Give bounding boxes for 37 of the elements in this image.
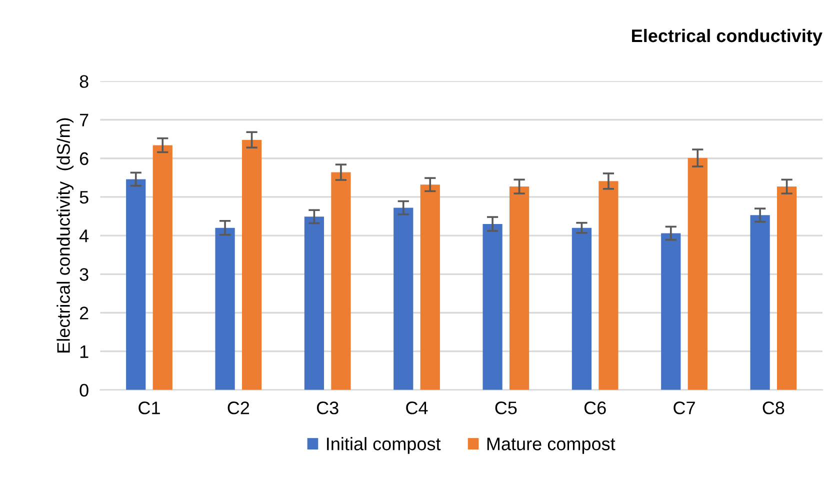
bar [598, 181, 618, 390]
bar [126, 179, 146, 390]
bar [661, 233, 681, 390]
x-tick-label: C2 [228, 402, 250, 414]
bar [688, 158, 708, 390]
bar [777, 186, 797, 390]
bar [215, 228, 235, 390]
bar [152, 145, 172, 390]
bar [394, 208, 414, 390]
y-tick-label: 6 [80, 152, 88, 166]
y-tick-label: 2 [80, 306, 88, 320]
x-tick-label: C4 [406, 402, 428, 414]
y-tick-label: 3 [80, 268, 88, 281]
y-tick-label: 7 [80, 114, 88, 126]
y-tick-label: 4 [79, 230, 89, 242]
x-tick-label: C5 [495, 402, 517, 414]
y-tick-label: 5 [80, 191, 88, 204]
bar [304, 216, 324, 390]
x-tick-label: C1 [138, 402, 160, 414]
x-tick-label: C3 [316, 402, 338, 414]
x-tick-label: C7 [674, 402, 695, 414]
y-tick-label: 8 [80, 75, 88, 88]
bar [482, 224, 502, 390]
bar [331, 172, 351, 390]
chart-title: Electrical conductivity [632, 28, 822, 46]
bar [509, 186, 530, 390]
bar [750, 215, 770, 390]
legend-label: Mature compost [487, 438, 616, 454]
x-tick-label: C8 [762, 402, 784, 414]
y-tick-label: 1 [80, 345, 88, 358]
y-axis-title: Electrical conductivity (dS/m) [56, 118, 74, 352]
y-tick-label: 0 [80, 384, 88, 397]
legend-label: Initial compost [327, 437, 441, 454]
x-tick-label: C6 [584, 402, 606, 414]
bar [572, 228, 592, 390]
bar [242, 140, 262, 390]
bar [420, 184, 440, 390]
